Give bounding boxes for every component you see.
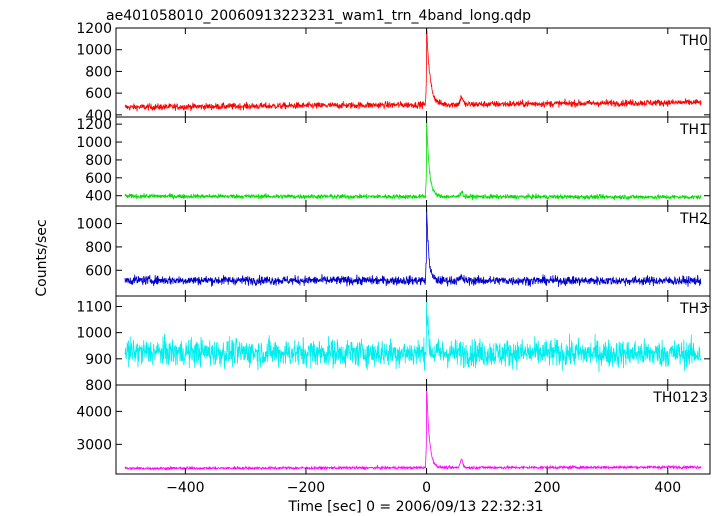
y-tick-label: 900: [85, 352, 112, 368]
x-tick-label: 400: [654, 480, 681, 496]
chart-title: ae401058010_20060913223231_wam1_trn_4ban…: [106, 8, 531, 24]
panel-th0: 400 600 800 1000 1200 TH0: [76, 21, 711, 124]
y-tick-label: 600: [85, 263, 112, 279]
y-tick-label: 1000: [76, 135, 112, 151]
x-tick-labels: −400 −200 0 200 400: [166, 480, 681, 496]
y-tick-label: 800: [85, 153, 112, 169]
panel-label: TH3: [679, 301, 708, 317]
y-tick-label: 600: [85, 171, 112, 187]
x-tick-label: −200: [287, 480, 325, 496]
y-tick-label: 800: [85, 378, 112, 394]
y-tick-label: 600: [85, 86, 112, 102]
panel-th2: 600 800 1000 TH2: [76, 205, 711, 297]
panel-label: TH2: [679, 211, 708, 227]
y-axis-label: Counts/sec: [34, 219, 50, 296]
y-tick-label: 1000: [76, 217, 112, 233]
series-line-th0: [124, 27, 702, 112]
y-tick-label: 3000: [76, 437, 112, 453]
panels: 400 600 800 1000 1200 TH0 400 600 800 1000 1200 TH1…: [76, 21, 711, 496]
series-line-th2: [124, 206, 702, 287]
panel-frame: [115, 295, 711, 386]
panel-label: TH1: [679, 122, 708, 138]
panel-label: TH0: [679, 33, 708, 49]
y-tick-label: 400: [85, 189, 112, 205]
y-tick-label: 400: [85, 108, 112, 124]
panel-frame: [115, 384, 711, 475]
x-tick-label: 0: [422, 480, 431, 496]
panel-th0123: 3000 4000 TH0123: [76, 384, 711, 475]
y-tick-label: 1200: [76, 21, 112, 37]
x-axis-label: Time [sec] 0 = 2006/09/13 22:32:31: [287, 499, 543, 515]
series-line-th1: [124, 119, 702, 201]
x-tick-label: −400: [166, 480, 204, 496]
panel-frame: [115, 116, 711, 207]
y-tick-label: 4000: [76, 404, 112, 420]
series-line-th0123: [124, 384, 702, 472]
x-tick-label: 200: [534, 480, 561, 496]
y-tick-label: 800: [85, 64, 112, 80]
series-line-th3: [124, 295, 702, 373]
panel-label: TH0123: [652, 390, 708, 406]
y-tick-label: 1000: [76, 326, 112, 342]
y-tick-label: 1000: [76, 43, 112, 59]
y-tick-label: 1100: [76, 299, 112, 315]
panel-th3: 800 900 1000 1100 TH3: [76, 295, 711, 394]
panel-th1: 400 600 800 1000 1200 TH1: [76, 116, 711, 207]
y-tick-label: 1200: [76, 117, 112, 133]
y-tick-label: 800: [85, 240, 112, 256]
